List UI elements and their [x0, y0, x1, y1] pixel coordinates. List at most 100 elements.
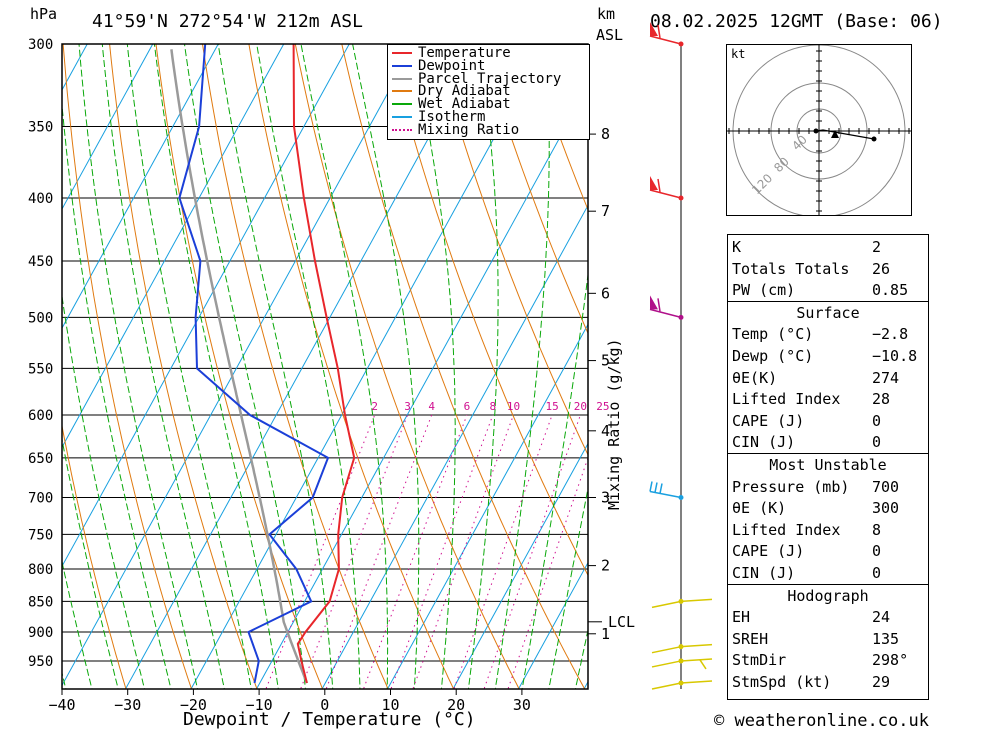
legend-label: Dewpoint	[418, 57, 486, 74]
pressure-tick-label: 300	[28, 37, 53, 53]
wind-barb	[651, 645, 682, 654]
pressure-tick-label: 450	[28, 254, 53, 270]
table-row: θE(K) 274	[728, 366, 928, 387]
table-row-value: −2.8	[872, 325, 909, 344]
wind-barb	[651, 600, 682, 609]
table-row-key: PW (cm)	[732, 281, 796, 300]
table-row-key: CIN (J)	[732, 433, 796, 452]
table-row-key: θE(K)	[732, 368, 778, 387]
pressure-tick-label: 350	[28, 120, 53, 136]
wind-barb-feather	[699, 659, 707, 670]
legend-label: Isotherm	[418, 109, 486, 125]
table-row: CIN (J) 0	[728, 430, 928, 451]
table-divider	[728, 453, 928, 454]
table-row-key: Temp (°C)	[732, 325, 814, 344]
table-row: Totals Totals 26	[728, 257, 928, 278]
wind-barb	[680, 680, 713, 684]
wind-barb	[657, 298, 661, 312]
legend-item: Temperature	[392, 46, 511, 60]
table-row-key: Lifted Index	[732, 520, 841, 539]
mixing-ratio-label: 6	[464, 400, 471, 413]
wind-pennant	[650, 295, 658, 310]
temperature-tick-label: 30	[513, 696, 531, 714]
mixing-ratio-label: 2	[371, 400, 378, 413]
wet-adiabat	[467, 44, 499, 689]
temperature-tick-label: −10	[246, 696, 273, 714]
indices-table: K 2 Totals Totals 26 PW (cm) 0.85 Surface Temp …	[727, 234, 929, 700]
x-axis-title: Dewpoint / Temperature (°C)	[183, 709, 476, 730]
hodograph-unit-label: kt	[731, 47, 746, 61]
isotherm-line	[62, 44, 154, 211]
isotherm-line	[62, 44, 416, 687]
plot-frame	[61, 43, 589, 690]
isotherm-line	[0, 26, 32, 715]
table-row-key: CAPE (J)	[732, 542, 805, 561]
height-tick-label: 7	[601, 202, 610, 220]
hpa-unit-label: hPa	[30, 5, 58, 23]
lcl-label: LCL	[608, 613, 635, 631]
table-row-key: StmDir	[732, 651, 787, 670]
wind-barb	[649, 189, 682, 199]
legend-item: Dewpoint	[392, 57, 486, 74]
legend-swatch	[392, 90, 412, 93]
legend-label: Dry Adiabat	[418, 83, 511, 100]
table-row-value: 0.85	[872, 281, 909, 300]
mixing-ratio-label: 15	[545, 400, 558, 413]
pressure-tick-label: 500	[28, 310, 53, 326]
table-row: StmSpd (kt) 29	[728, 670, 928, 691]
mixing-ratio-line	[325, 414, 433, 689]
isotherm-line	[517, 561, 588, 689]
wind-barb	[657, 178, 661, 193]
wet-adiabat	[62, 99, 172, 689]
wind-pennant	[650, 175, 658, 190]
wet-adiabat	[574, 627, 588, 689]
table-row: Lifted Index 28	[728, 387, 928, 408]
table-row: Lifted Index 8	[728, 518, 928, 539]
pressure-tick-label: 700	[28, 490, 53, 506]
wind-barb	[680, 658, 713, 662]
chart-legend: Temperature Dewpoint Parcel Trajectory Dry …	[387, 44, 590, 140]
wind-barb	[680, 643, 713, 648]
height-tick-label: 5	[601, 352, 610, 370]
table-row-key: Pressure (mb)	[732, 477, 850, 496]
wet-adiabat	[62, 559, 93, 689]
wet-adiabat	[153, 44, 279, 689]
dry-adiabat	[62, 423, 127, 689]
wet-adiabat	[217, 44, 334, 689]
legend-swatch	[392, 64, 412, 67]
table-row-value: 29	[872, 673, 891, 691]
table-row-key: CIN (J)	[732, 564, 796, 582]
legend-swatch	[392, 116, 412, 118]
legend-label: Parcel Trajectory	[418, 70, 562, 87]
table-row-key: Totals Totals	[732, 259, 850, 278]
table-row-value: 0	[872, 564, 882, 582]
table-row-key: EH	[732, 608, 751, 627]
dry-adiabat	[982, 26, 1000, 715]
dry-adiabat	[387, 44, 588, 577]
dry-adiabat	[62, 44, 193, 689]
table-row-key: StmSpd (kt)	[732, 673, 832, 691]
wet-adiabat	[101, 44, 225, 689]
temperature-profile-line	[292, 44, 356, 684]
legend-item: Wet Adiabat	[392, 96, 511, 113]
pressure-tick-label: 750	[28, 527, 53, 543]
pressure-tick-label: 950	[28, 654, 53, 670]
table-row-value: 298°	[872, 651, 909, 670]
table-row: PW (cm) 0.85	[728, 278, 928, 299]
hodograph-point	[871, 136, 877, 142]
table-section-title: Surface	[796, 303, 860, 322]
legend-label: Wet Adiabat	[418, 96, 511, 113]
parcel-trajectory-line	[170, 49, 309, 684]
table-row: StmDir 298°	[728, 648, 928, 669]
height-tick-label: 2	[601, 557, 610, 575]
dry-adiabat	[109, 44, 258, 689]
table-row-value: 0	[872, 433, 882, 452]
table-section-title: Hodograph	[787, 586, 869, 605]
wet-adiabat	[78, 44, 199, 689]
wind-barb	[649, 308, 682, 319]
table-section-title: Most Unstable	[769, 456, 887, 474]
asl-unit-label: ASL	[596, 26, 624, 44]
